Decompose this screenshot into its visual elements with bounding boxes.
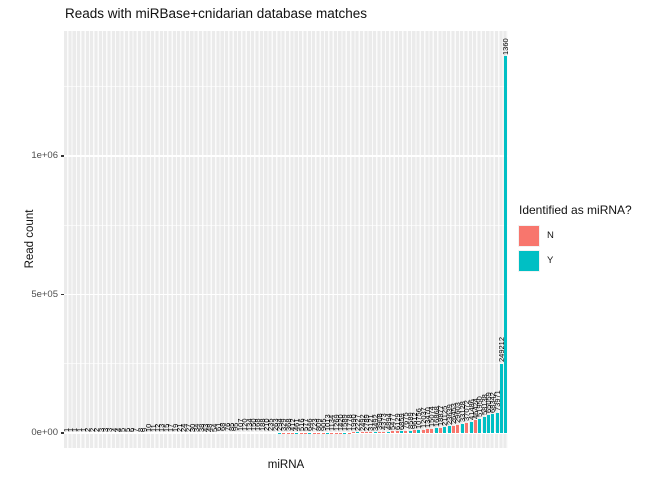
data-bar [417,430,421,433]
data-bar [452,425,456,433]
data-bar [369,432,373,433]
data-bar [378,431,382,433]
data-bar [430,428,434,433]
data-bar [391,431,395,433]
y-tick-mark [60,432,64,434]
x-axis-title: miRNA [267,459,305,471]
data-bar [356,432,360,433]
data-bar [421,429,425,433]
data-bar [434,428,438,433]
y-tick-label: 0e+00 [31,427,58,438]
data-bar [486,414,490,433]
data-bar [504,56,508,433]
data-bar [491,414,495,433]
y-tick-mark [60,155,64,157]
data-bar [473,420,477,433]
data-bar [386,431,390,433]
data-bar [439,427,443,433]
data-bar [351,432,355,433]
y-tick-label: 5e+05 [31,288,58,300]
y-minor-gridline [64,363,508,365]
data-bar [495,412,499,433]
data-bar [447,426,451,433]
bar-value-label: 73971 [492,390,502,412]
y-minor-gridline [64,86,508,88]
data-bar [469,421,473,433]
legend-item: N [518,225,669,247]
y-major-gridline [64,293,508,296]
chart-title: Reads with miRBase+cnidarian database ma… [65,6,368,21]
data-bar [460,423,464,433]
legend-key-swatch [518,225,540,247]
data-bar [425,429,429,433]
data-bar [373,432,377,433]
data-bar [412,430,416,433]
legend-key-swatch [518,250,540,272]
data-bar [465,422,469,433]
data-bar [499,363,503,433]
data-bar [478,418,482,433]
data-bar [399,431,403,433]
data-bar [382,431,386,433]
bar-value-label: 1360 [501,38,508,55]
y-axis-title: Read count [24,209,36,269]
data-bar [404,430,408,433]
y-major-gridline [64,155,508,157]
y-tick-label: 1e+06 [31,150,58,161]
data-bar [482,416,486,433]
bar-value-label: 249212 [496,337,506,363]
legend-title: Identified as miRNA? [519,203,632,217]
legend-item-label: N [547,230,554,241]
data-bar [360,432,364,433]
data-bar [365,432,369,433]
plot-panel: 1111122233344556789101112131517192124273… [64,31,508,448]
y-major-gridline [64,432,508,434]
data-bar [395,431,399,433]
data-bar [408,430,412,433]
data-bar [443,427,447,433]
y-minor-gridline [64,224,508,226]
legend-item-label: Y [547,255,554,266]
legend-item: Y [518,250,669,272]
y-tick-mark [60,293,64,296]
data-bar [456,424,460,433]
